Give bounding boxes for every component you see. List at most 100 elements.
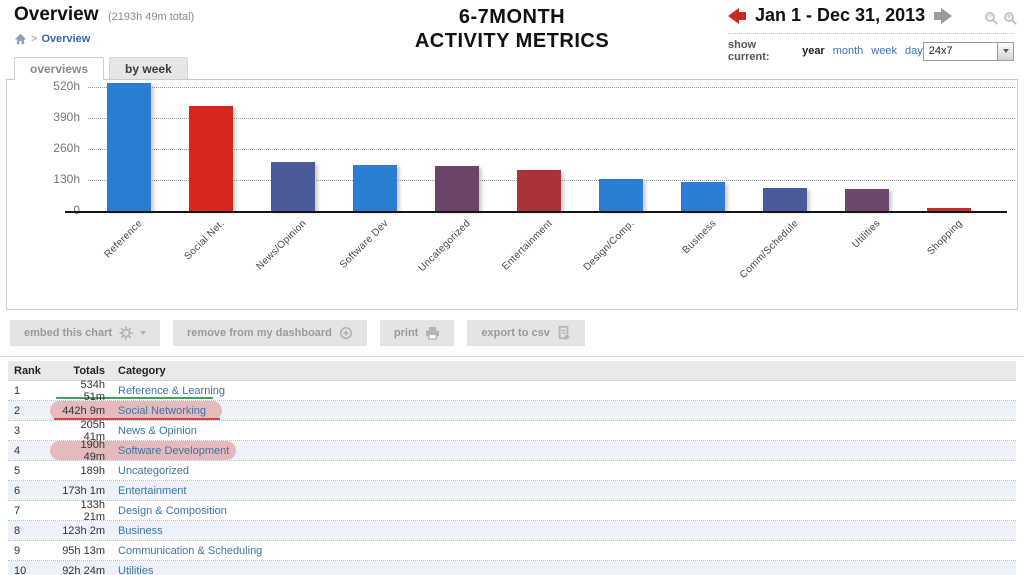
rank-cell: 6 (14, 484, 21, 497)
totals-cell: 442h 9m (62, 404, 105, 417)
y-axis-label: 0 (73, 203, 80, 217)
table-header: Rank Totals Category (8, 361, 1016, 381)
table-row: 2 442h 9m Social Networking (8, 401, 1016, 421)
tab-by-week[interactable]: by week (109, 57, 188, 79)
chart-bar[interactable] (927, 208, 971, 211)
x-axis-label: Shopping (925, 218, 965, 258)
category-cell: Software Development (105, 445, 229, 457)
totals-cell: 190h 49m (80, 438, 105, 463)
period-link-day[interactable]: day (904, 45, 923, 57)
chart-bar[interactable] (353, 165, 397, 211)
y-axis-label: 130h (53, 172, 80, 186)
chart-bar[interactable] (845, 189, 889, 211)
period-link-year[interactable]: year (802, 45, 825, 57)
chart-title-line2: ACTIVITY METRICS (414, 30, 610, 52)
category-cell: Reference & Learning (105, 385, 225, 397)
period-link-month[interactable]: month (832, 45, 864, 57)
category-link[interactable]: Uncategorized (118, 464, 189, 477)
chart-title: 6-7MONTH ACTIVITY METRICS (415, 5, 609, 53)
chart-bar[interactable] (763, 188, 807, 211)
breadcrumb-overview-link[interactable]: Overview (41, 33, 91, 45)
chart-bar[interactable] (107, 83, 151, 211)
table-row: 9 95h 13m Communication & Scheduling (8, 541, 1016, 561)
x-axis-label: Reference (102, 218, 145, 261)
remove-from-dashboard-button[interactable]: remove from my dashboard (173, 320, 367, 346)
totals-cell: 133h 21m (80, 498, 105, 523)
export-csv-button[interactable]: export to csv (467, 320, 585, 346)
y-axis-label: 260h (53, 141, 80, 155)
zoom-out-icon[interactable] (985, 11, 995, 22)
category-link[interactable]: Business (118, 524, 163, 537)
rank-cell: 8 (14, 524, 21, 537)
table-row: 6 173h 1m Entertainment (8, 481, 1016, 501)
remove-from-dashboard-label: remove from my dashboard (187, 327, 332, 339)
totals-cell: 173h 1m (62, 484, 105, 497)
category-cell: Utilities (105, 565, 153, 575)
print-button[interactable]: print (379, 320, 455, 346)
gridline (88, 118, 1015, 119)
next-period-arrow[interactable] (934, 7, 953, 24)
category-cell: Uncategorized (105, 465, 189, 477)
chart-bar[interactable] (271, 162, 315, 211)
pink-oval-annotation (50, 401, 222, 420)
period-link-week[interactable]: week (871, 45, 897, 57)
y-axis-label: 520h (53, 79, 80, 93)
tab-bar: overviews by week (14, 57, 1024, 80)
filter-dropdown[interactable]: 24x7 (922, 41, 1014, 61)
chart-bar[interactable] (681, 182, 725, 211)
category-cell: Communication & Scheduling (105, 545, 262, 557)
category-link[interactable]: Software Development (118, 444, 230, 457)
prev-period-arrow[interactable] (728, 7, 746, 24)
category-link[interactable]: News & Opinion (118, 424, 197, 437)
table-row: 4 190h 49m Software Development (8, 438, 1016, 463)
tab-overviews[interactable]: overviews (14, 57, 105, 80)
chart-bar[interactable] (435, 166, 479, 211)
column-category: Category (118, 364, 166, 377)
category-link[interactable]: Design & Composition (118, 504, 227, 517)
category-link[interactable]: Communication & Scheduling (118, 544, 263, 557)
circle-plus-icon (339, 326, 353, 340)
export-csv-label: export to csv (481, 327, 550, 339)
x-axis-label: Business (680, 218, 719, 257)
x-axis-label: Entertainment (500, 218, 555, 273)
totals-cell: 95h 13m (62, 544, 105, 557)
embed-chart-label: embed this chart (24, 327, 113, 339)
plot-area: 0 130h 260h 390h 520h Reference Social Net. New… (53, 79, 1017, 281)
rank-cell: 7 (14, 504, 21, 517)
breadcrumb-separator: > (31, 33, 38, 45)
home-icon[interactable] (14, 33, 27, 45)
header: Overview (2193h 49m total) > Overview 6-… (0, 0, 1024, 63)
category-cell: Social Networking (105, 405, 206, 417)
column-totals: Totals (73, 364, 105, 377)
chart-bar[interactable] (517, 170, 561, 211)
table-row: 3 205h 41m News & Opinion (8, 419, 1016, 443)
x-axis-label: News/Opinion (254, 218, 309, 273)
category-link[interactable]: Reference & Learning (118, 384, 226, 397)
totals-cell: 123h 2m (62, 524, 105, 537)
chevron-down-icon[interactable] (997, 42, 1013, 60)
column-rank: Rank (14, 364, 41, 377)
embed-chart-button[interactable]: embed this chart (10, 320, 161, 346)
category-link[interactable]: Entertainment (118, 484, 187, 497)
red-underline-annotation (54, 418, 220, 420)
total-hours: (2193h 49m total) (107, 11, 195, 23)
table-row: 10 92h 24m Utilities (8, 561, 1016, 575)
chart-bar[interactable] (599, 179, 643, 211)
chart-title-line1: 6-7MONTH (458, 6, 566, 28)
rank-cell: 1 (14, 384, 21, 397)
section-divider (0, 356, 1024, 357)
chart-panel: 0 130h 260h 390h 520h Reference Social Net. New… (6, 79, 1018, 310)
export-icon (558, 326, 570, 340)
table-row: 7 133h 21m Design & Composition (8, 498, 1016, 523)
printer-icon (426, 326, 440, 340)
totals-cell: 189h (80, 464, 105, 477)
gridline (88, 87, 1015, 88)
category-link[interactable]: Social Networking (118, 404, 207, 417)
chevron-down-icon (140, 331, 147, 335)
category-link[interactable]: Utilities (118, 564, 154, 575)
filter-dropdown-value: 24x7 (928, 45, 953, 57)
chart-bar[interactable] (189, 106, 233, 211)
zoom-in-icon[interactable] (1004, 11, 1014, 22)
rank-cell: 3 (14, 424, 21, 437)
